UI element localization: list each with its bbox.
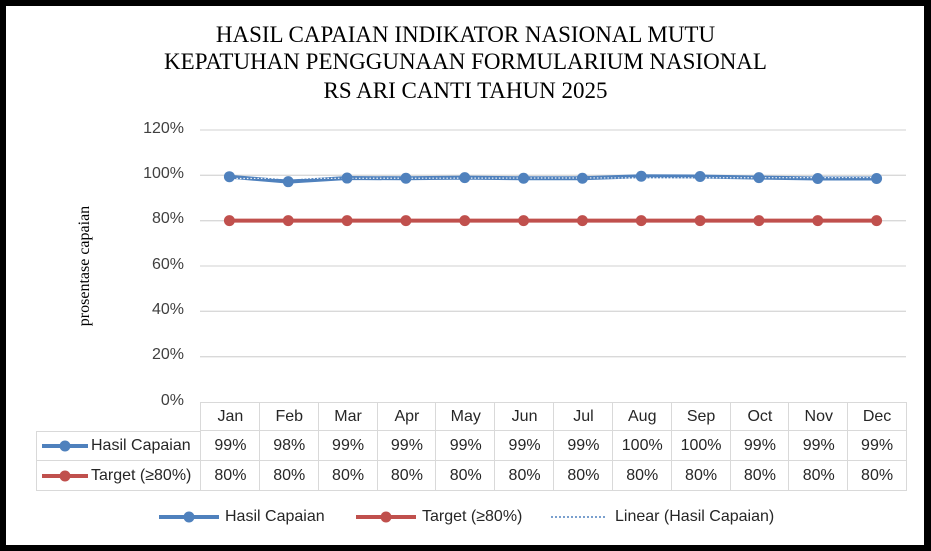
table-header-cell: Aug [611,402,672,431]
y-tick-60: 60% [151,256,184,273]
data-point-target [459,215,471,227]
table-cell-hasil-capaian: 99% [435,431,496,461]
table-header-cell: May [435,402,496,431]
table-cell-hasil-capaian: 99% [553,431,613,461]
table-cell-target: 80% [670,461,731,491]
table-cell-target: 80% [729,461,790,491]
data-point-target [635,215,647,227]
legend-item-target[interactable]: Target (≥80%) [354,508,522,526]
row-header-target: Target (≥80%) [36,461,200,491]
legend-line-marker-icon [356,511,416,523]
data-point-hasil-capaian [223,171,235,183]
data-point-hasil-capaian [400,172,412,184]
table-header-cell: Sep [670,402,731,431]
data-point-hasil-capaian [871,173,883,185]
y-tick-120: 120% [143,120,184,137]
trendline-linear [229,176,877,180]
table-cell-hasil-capaian: 98% [258,431,319,461]
legend-key-icon [42,470,88,481]
table-header-cell: Dec [847,402,907,431]
data-point-hasil-capaian [753,172,765,184]
data-point-target [400,215,412,227]
y-tick-100: 100% [143,165,184,182]
table-cell-hasil-capaian: 99% [847,431,907,461]
legend-label: Hasil Capaian [225,508,325,525]
data-point-hasil-capaian [635,170,647,182]
table-header-cell: Jul [553,402,613,431]
data-point-target [812,215,824,227]
table-cell-target: 80% [200,461,260,491]
y-tick-80: 80% [151,210,184,227]
legend-item-linear-trendline[interactable]: Linear (Hasil Capaian) [545,508,774,526]
table-cell-hasil-capaian: 99% [729,431,790,461]
legend-line-marker-icon [159,511,219,523]
table-cell-target: 80% [494,461,554,491]
table-cell-target: 80% [788,461,849,491]
table-cell-hasil-capaian: 100% [611,431,672,461]
chart-title-line-2: KEPATUHAN PENGGUNAAN FORMULARIUM NASIONA… [164,49,767,74]
table-header-cell: Feb [258,402,319,431]
y-tick-40: 40% [151,301,184,318]
table-cell-target: 80% [553,461,613,491]
data-point-hasil-capaian [812,173,824,185]
chart-area [6,6,924,545]
data-point-target [518,215,530,227]
data-point-hasil-capaian [459,172,471,184]
data-point-target [871,215,883,227]
table-cell-target: 80% [317,461,378,491]
chart-title-line-1: HASIL CAPAIAN INDIKATOR NASIONAL MUTU [215,22,716,47]
table-header-cell: Jan [200,402,260,431]
table-cell-target: 80% [847,461,907,491]
table-cell-target: 80% [376,461,437,491]
table-header-cell: Jun [494,402,554,431]
data-point-hasil-capaian [518,172,530,184]
row-header-label: Target (≥80%) [91,466,192,484]
table-cell-hasil-capaian: 99% [200,431,260,461]
table-cell-hasil-capaian: 100% [670,431,731,461]
data-point-target [223,215,235,227]
data-point-hasil-capaian [341,172,353,184]
table-header-cell: Oct [729,402,790,431]
legend-label: Linear (Hasil Capaian) [615,508,775,525]
legend-item-hasil-capaian[interactable]: Hasil Capaian [157,508,325,526]
table-cell-hasil-capaian: 99% [376,431,437,461]
table-header-cell: Apr [376,402,437,431]
data-point-hasil-capaian [576,172,588,184]
table-header-cell: Nov [788,402,849,431]
data-point-hasil-capaian [282,176,294,188]
table-cell-target: 80% [435,461,496,491]
legend-key-icon [42,440,88,452]
table-cell-hasil-capaian: 99% [788,431,849,461]
table-cell-hasil-capaian: 99% [317,431,378,461]
data-point-target [576,215,588,227]
chart-title-line-3: RS ARI CANTI TAHUN 2025 [323,78,608,103]
table-header-cell: Mar [317,402,378,431]
data-point-target [282,215,294,227]
data-point-target [753,215,765,227]
data-point-hasil-capaian [694,170,706,182]
series-line-hasil-capaian [229,174,877,184]
row-header-hasil-capaian: Hasil Capaian [36,431,200,461]
y-tick-0: 0% [160,392,184,409]
table-cell-target: 80% [611,461,672,491]
data-point-target [341,215,353,227]
legend-label: Target (≥80%) [422,508,523,525]
table-cell-target: 80% [258,461,319,491]
data-point-target [694,215,706,227]
table-cell-hasil-capaian: 99% [494,431,554,461]
legend-dotted-line-icon [551,516,605,518]
row-header-label: Hasil Capaian [91,437,191,454]
y-tick-20: 20% [151,346,184,363]
